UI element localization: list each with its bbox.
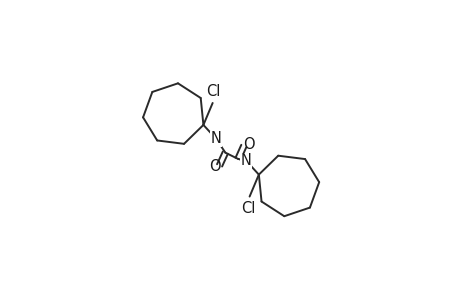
Text: O: O [208,159,220,174]
Text: O: O [242,137,254,152]
Text: N: N [240,153,251,168]
Text: N: N [210,131,221,146]
Text: Cl: Cl [206,84,220,99]
Text: Cl: Cl [241,201,255,216]
